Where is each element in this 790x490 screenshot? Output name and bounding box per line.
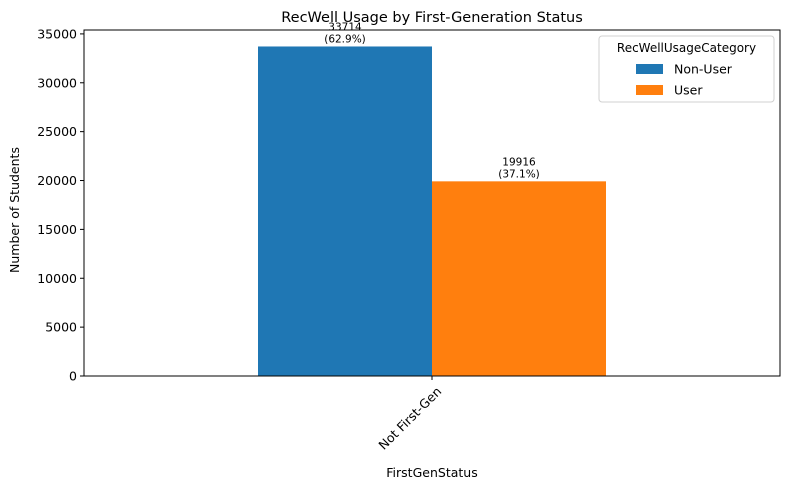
y-axis-label: Number of Students (7, 147, 22, 273)
y-tick-label: 20000 (37, 173, 77, 188)
plot-area: 33714 (62.9%) 19916 (37.1%) Not First-Gen 0 50… (37, 21, 781, 453)
y-tick-label: 5000 (45, 320, 77, 335)
legend-label: Non-User (674, 62, 733, 77)
y-tick-label: 25000 (37, 124, 77, 139)
legend-label: User (674, 83, 703, 98)
axes-frame (83, 29, 781, 377)
bar-non-user (258, 46, 432, 377)
bar-user (432, 181, 606, 376)
x-axis-label: FirstGenStatus (386, 465, 477, 480)
data-label-user: 19916 (37.1%) (498, 156, 540, 180)
legend-swatch (636, 64, 663, 74)
y-tick-label: 15000 (37, 222, 77, 237)
chart-title: RecWell Usage by First-Generation Status (281, 10, 583, 26)
y-tick-label: 0 (69, 369, 77, 384)
legend-swatch (636, 85, 663, 95)
y-tick-label: 10000 (37, 271, 77, 286)
y-tick-label: 35000 (37, 26, 77, 41)
x-tick-label: Not First-Gen (375, 384, 444, 453)
y-tick-label: 30000 (37, 75, 77, 90)
legend-title: RecWellUsageCategory (617, 41, 756, 55)
data-label-non-user: 33714 (62.9%) (324, 21, 366, 45)
